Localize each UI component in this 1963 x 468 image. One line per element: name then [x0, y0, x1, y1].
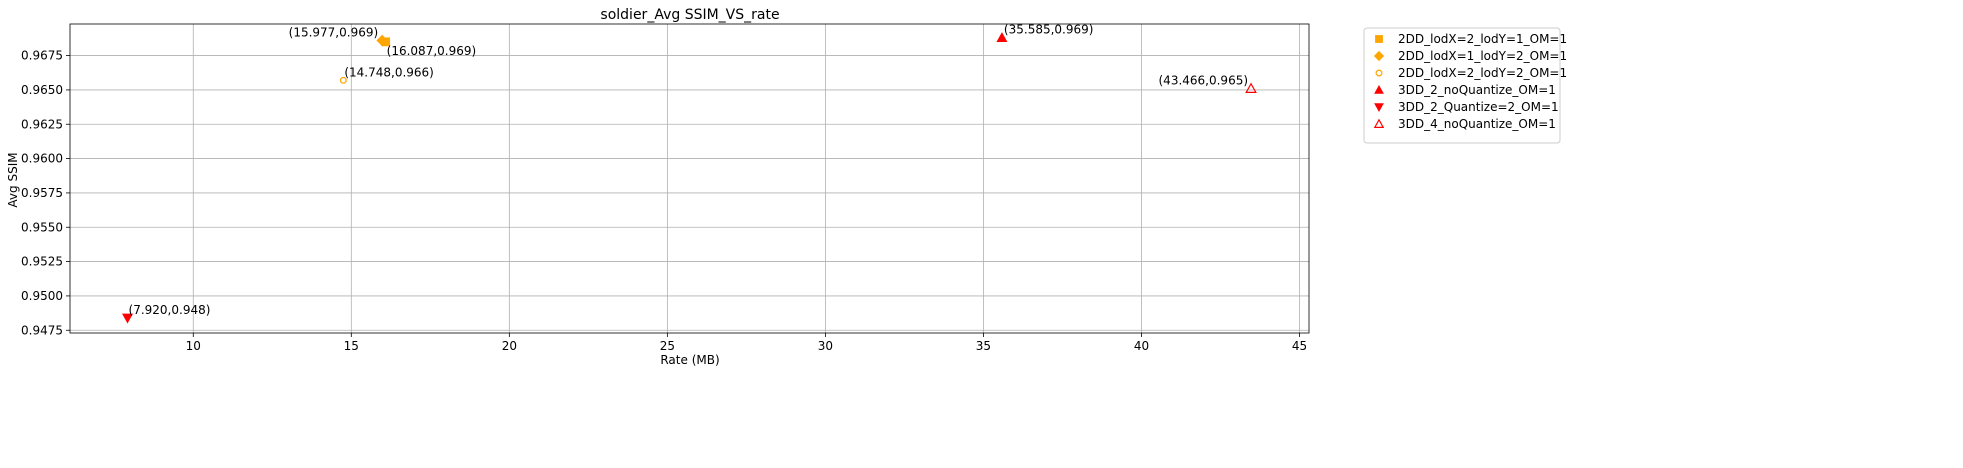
data-points — [122, 32, 1257, 324]
point-label: (7.920,0.948) — [129, 303, 211, 317]
data-point-marker — [376, 34, 388, 47]
point-label: (16.087,0.969) — [387, 44, 477, 58]
y-tick-label: 0.9625 — [21, 117, 63, 131]
axes: 10 15 20 25 30 35 40 45 0.9475 0.9500 0.9525 0.9550… — [21, 23, 1310, 353]
legend-marker — [1374, 103, 1384, 113]
x-tick-label: 30 — [818, 339, 833, 353]
point-annotations: (16.087,0.969) (15.977,0.969) (14.748,0.96… — [129, 23, 1249, 317]
x-tick-label: 40 — [1134, 339, 1149, 353]
x-tick-label: 35 — [976, 339, 991, 353]
legend-marker — [1374, 84, 1384, 94]
grid — [70, 24, 1309, 333]
data-point-marker — [339, 76, 347, 84]
y-tick-label: 0.9475 — [21, 323, 63, 337]
x-tick-label: 25 — [660, 339, 675, 353]
x-tick-label: 15 — [344, 339, 359, 353]
x-tick-label: 45 — [1292, 339, 1307, 353]
legend-box — [1363, 27, 1561, 144]
y-tick-label: 0.9600 — [21, 152, 63, 166]
legend-marker — [1375, 69, 1383, 77]
plot-frame — [69, 23, 1310, 334]
legend-label: 2DD_lodX=2_lodY=1_OM=1 — [1398, 32, 1567, 46]
point-label: (43.466,0.965) — [1159, 74, 1249, 88]
legend: 2DD_lodX=2_lodY=1_OM=1 2DD_lodX=1_lodY=2_… — [1363, 27, 1567, 144]
x-tick-label: 20 — [502, 339, 517, 353]
x-axis-label: Rate (MB) — [660, 353, 719, 367]
legend-marker — [1373, 50, 1385, 62]
data-point-marker — [122, 313, 134, 324]
y-tick-label: 0.9550 — [21, 220, 63, 234]
y-axis-label: Avg SSIM — [6, 152, 20, 207]
chart-title: soldier_Avg SSIM_VS_rate — [600, 7, 779, 23]
y-tick-label: 0.9500 — [21, 289, 63, 303]
x-tick-label: 10 — [186, 339, 201, 353]
legend-label: 3DD_2_Quantize=2_OM=1 — [1398, 100, 1559, 114]
point-label: (14.748,0.966) — [344, 65, 434, 79]
y-tick-label: 0.9575 — [21, 186, 63, 200]
data-point-marker — [1245, 82, 1257, 93]
y-tick-label: 0.9650 — [21, 83, 63, 97]
y-tick-label: 0.9525 — [21, 255, 63, 269]
legend-label: 2DD_lodX=2_lodY=2_OM=1 — [1398, 66, 1567, 80]
point-label: (35.585,0.969) — [1004, 23, 1094, 37]
legend-marker — [1375, 35, 1383, 43]
legend-label: 3DD_4_noQuantize_OM=1 — [1398, 117, 1556, 131]
legend-label: 2DD_lodX=1_lodY=2_OM=1 — [1398, 49, 1567, 63]
point-label: (15.977,0.969) — [289, 25, 379, 39]
data-point-marker — [996, 32, 1008, 42]
y-tick-label: 0.9675 — [21, 49, 63, 63]
legend-label: 3DD_2_noQuantize_OM=1 — [1398, 83, 1556, 97]
legend-marker — [1373, 118, 1385, 128]
